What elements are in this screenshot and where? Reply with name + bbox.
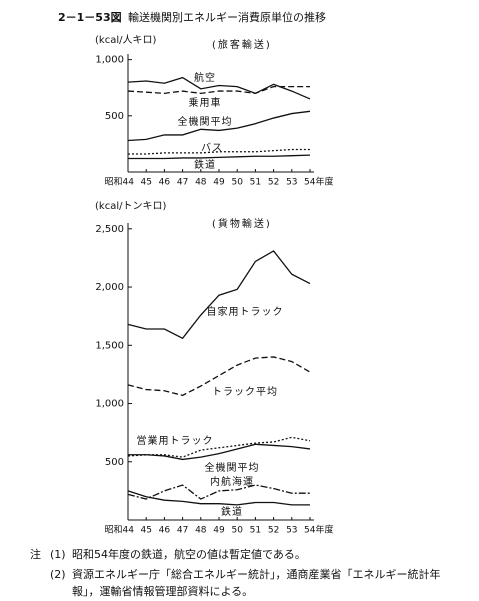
note-text: 資源エネルギー庁「総合エネルギー統計」，通商産業省「エネルギー統計年報」，運輸省… [72,568,441,598]
series-label: 全機関平均 [178,115,233,128]
x-tick-label: 53 [286,178,297,188]
series-label: 全機関平均 [205,461,260,474]
series-label: 内航海運 [210,475,254,488]
series-label: 乗用車 [189,96,222,109]
series-label: 営業用トラック [137,434,214,447]
x-tick-label: 46 [159,178,171,188]
chart-subtitle: (旅客輸送) [212,38,272,51]
x-tick-label: 51 [250,526,261,536]
x-tick-label: 45 [140,526,151,536]
x-tick-label: 48 [195,526,207,536]
series-line [127,250,311,340]
series-label: 自家用トラック [207,305,284,318]
x-tick-label: 昭和44 [105,525,135,536]
series-label: 鉄道 [194,158,216,171]
series-line [127,356,311,397]
x-tick-label: 52 [268,526,279,536]
y-axis-label: (kcal/人キロ) [95,34,156,46]
x-tick-label: 45 [140,178,151,188]
y-tick-label: 500 [105,111,124,122]
y-tick-label: 2,000 [95,282,124,293]
x-tick-label: 50 [231,526,243,536]
series-line [127,76,311,100]
chart-subtitle: (貨物輸送) [212,217,272,230]
series-label: 航空 [194,71,216,84]
x-tick-label: 49 [213,526,225,536]
series-line [128,154,311,160]
series-line [127,436,311,458]
y-axis-label: (kcal/トンキロ) [95,201,166,212]
notes-label: 注 [30,548,41,561]
x-tick-label: 48 [195,178,207,188]
y-tick-label: 500 [105,457,124,468]
note-text: 昭和54年度の鉄道，航空の値は暫定値である。 [72,548,306,561]
x-tick-label: 47 [177,526,188,536]
figure-number: 2－1－53図 [58,10,122,24]
x-tick-label: 53 [286,526,297,536]
series-line [128,443,311,461]
x-tick-label: 46 [159,526,171,536]
x-tick-label: 52 [268,178,279,188]
series-label: 鉄道 [221,505,243,518]
series-line [127,110,311,142]
series-label: トラック平均 [212,386,278,398]
series-line [127,490,310,506]
series-line [127,85,310,94]
x-tick-label: 54年度 [304,524,333,536]
chart: 2－1－53図 輸送機関別エネルギー消費原単位の推移 (kcal/人キロ) (旅客… [58,10,333,536]
series-line [127,484,310,500]
note-marker: (1) [50,548,66,561]
figure-title: 輸送機関別エネルギー消費原単位の推移 [128,10,326,24]
x-tick-label: 昭和44 [105,177,135,188]
y-tick-label: 1,500 [95,340,124,351]
x-tick-label: 54年度 [304,176,333,188]
x-tick-label: 51 [250,178,261,188]
x-tick-label: 50 [231,178,243,188]
y-tick-label: 1,000 [95,55,124,66]
note-marker: (2) [50,568,66,581]
y-tick-label: 1,000 [95,399,124,410]
y-tick-label: 2,500 [95,224,124,235]
series-label: バス [201,142,223,154]
x-tick-label: 49 [213,178,225,188]
x-tick-label: 47 [177,178,188,188]
